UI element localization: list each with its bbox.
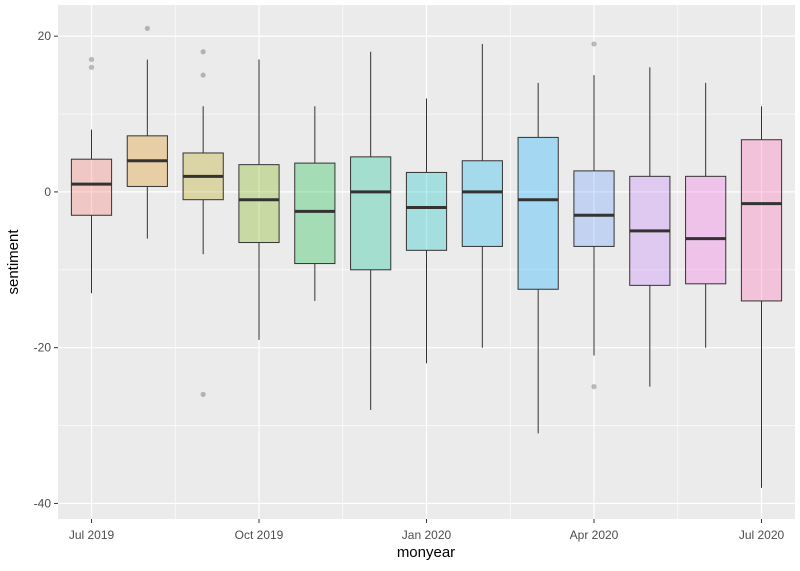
x-tick-label: Oct 2019 — [235, 528, 284, 542]
box-series — [70, 25, 783, 488]
box-2019-08 — [126, 25, 168, 239]
box-iqr — [740, 139, 783, 302]
y-tick-label: 0 — [44, 185, 51, 199]
outlier-point — [200, 72, 206, 78]
box-iqr — [517, 136, 559, 290]
box-2019-09 — [182, 49, 224, 397]
outlier-point — [144, 25, 150, 31]
box-iqr — [70, 158, 113, 216]
outlier-point — [591, 384, 597, 390]
box-2020-05 — [629, 67, 671, 387]
box-2020-07 — [740, 106, 783, 488]
x-tick-label: Jul 2019 — [69, 528, 115, 542]
x-axis-title: monyear — [397, 544, 455, 561]
box-2020-01 — [405, 98, 448, 364]
outlier-point — [200, 391, 206, 397]
y-axis-title: sentiment — [5, 229, 22, 295]
y-tick-label: -40 — [34, 496, 52, 510]
outlier-point — [88, 64, 95, 70]
y-tick-label: 20 — [38, 29, 52, 43]
box-iqr — [573, 170, 615, 247]
box-2020-04 — [573, 41, 615, 390]
box-2019-07 — [70, 56, 113, 294]
box-iqr — [350, 156, 392, 271]
y-axis: 20 0 -20 -40 — [34, 29, 58, 510]
outlier-point — [88, 56, 95, 63]
box-2020-02 — [461, 43, 503, 348]
outlier-point — [200, 49, 206, 55]
y-tick-label: -20 — [34, 341, 52, 355]
box-2020-06 — [685, 82, 727, 348]
box-2019-11 — [294, 106, 336, 301]
box-2019-10 — [238, 59, 280, 340]
box-iqr — [238, 164, 280, 244]
box-2020-03 — [517, 82, 559, 434]
box-iqr — [294, 162, 336, 265]
x-tick-label: Apr 2020 — [570, 528, 619, 542]
box-2019-12 — [350, 51, 392, 410]
x-axis: Jul 2019 Oct 2019 Jan 2020 Apr 2020 Jul 2020 — [69, 519, 785, 542]
x-tick-label: Jul 2020 — [739, 528, 785, 542]
x-tick-label: Jan 2020 — [402, 528, 452, 542]
box-iqr — [405, 171, 448, 251]
box-iqr — [461, 160, 503, 247]
box-iqr — [685, 175, 727, 285]
outlier-point — [591, 41, 597, 47]
